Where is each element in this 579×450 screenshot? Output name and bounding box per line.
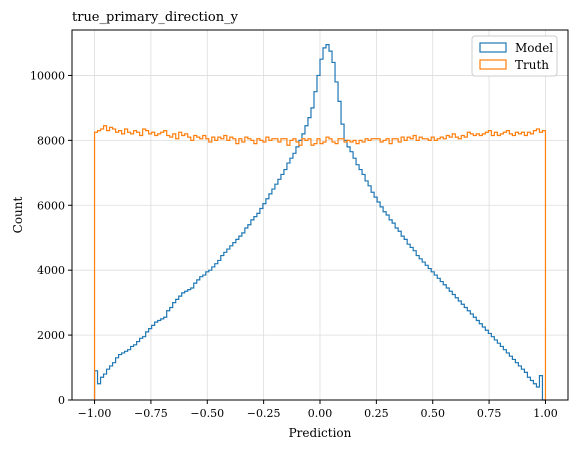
y-tick-label: 8000 <box>37 134 65 147</box>
x-axis-label: Prediction <box>289 426 352 440</box>
legend-swatch-truth <box>479 59 507 70</box>
y-tick-label: 10000 <box>30 69 65 82</box>
y-tick-label: 4000 <box>37 264 65 277</box>
x-tick-label: −0.50 <box>190 407 224 420</box>
x-tick-label: 0.50 <box>420 407 445 420</box>
series-layer <box>93 44 547 401</box>
x-tick-label: −0.25 <box>247 407 281 420</box>
y-tick-label: 6000 <box>37 199 65 212</box>
legend: Model Truth <box>471 35 558 77</box>
x-tick-label: 1.00 <box>533 407 558 420</box>
series-model-step <box>93 44 546 401</box>
y-axis: 0 2000 4000 6000 8000 10000 <box>30 69 72 407</box>
grid-lines <box>72 30 568 401</box>
y-tick-label: 2000 <box>37 329 65 342</box>
x-tick-label: 0.75 <box>477 407 502 420</box>
x-tick-label: 0.25 <box>364 407 389 420</box>
legend-label-model: Model <box>515 41 553 55</box>
x-tick-label: −1.00 <box>78 407 112 420</box>
x-tick-label: 0.00 <box>308 407 333 420</box>
legend-box <box>471 35 558 77</box>
legend-label-truth: Truth <box>515 58 549 72</box>
chart-title: true_primary_direction_y <box>72 10 239 25</box>
series-truth-step <box>93 125 547 400</box>
x-axis: −1.00 −0.75 −0.50 −0.25 0.00 0.25 0.50 0.75 1.00 <box>78 400 558 420</box>
y-axis-label: Count <box>11 196 25 233</box>
y-tick-label: 0 <box>58 394 65 407</box>
x-tick-label: −0.75 <box>134 407 168 420</box>
legend-swatch-model <box>479 42 507 53</box>
